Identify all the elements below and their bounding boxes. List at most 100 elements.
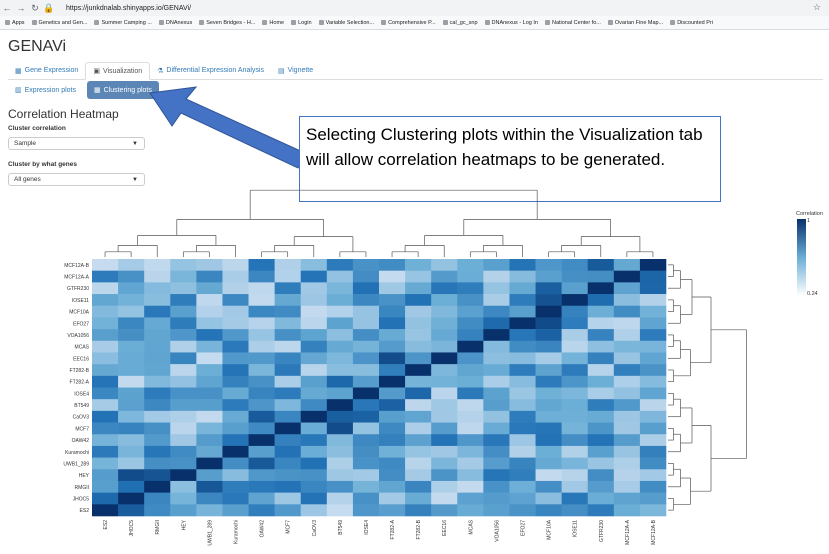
heatmap-cell <box>483 504 510 517</box>
heatmap-cell <box>144 399 171 412</box>
subtab-expression-plots[interactable]: ▥ Expression plots <box>8 81 83 99</box>
heatmap-cell <box>92 270 119 283</box>
bookmark-item[interactable]: Seven Bridges - H... <box>199 20 255 26</box>
cluster-correlation-select[interactable]: Sample ▼ <box>8 137 145 150</box>
heatmap-cell <box>196 410 223 423</box>
heatmap-cell <box>587 399 615 412</box>
bookmark-item[interactable]: cal_gc_snp <box>442 19 478 26</box>
heatmap-row-label: EEC16 <box>73 356 89 362</box>
heatmap-cell <box>92 492 119 505</box>
tab-visualization[interactable]: ▣ Visualization <box>85 62 151 80</box>
heatmap-cell <box>405 434 432 447</box>
legend-title: Correlation <box>796 211 823 217</box>
bookmark-label: Comprehensive P... <box>388 19 436 26</box>
subtab-clustering-plots[interactable]: ▦ Clustering plots <box>86 81 159 99</box>
heatmap-cell <box>639 282 667 295</box>
heatmap-cell <box>352 294 380 307</box>
heatmap-cell <box>431 399 458 412</box>
bookmark-star-icon[interactable]: ☆ <box>812 2 821 12</box>
heatmap-cell <box>300 399 328 412</box>
heatmap-row-label: MCF10A <box>69 310 89 316</box>
bookmark-item[interactable]: Variable Selection... <box>318 20 374 26</box>
heatmap-cell <box>639 364 667 377</box>
heatmap-column-label: IOSE4 <box>364 520 370 535</box>
bookmark-item[interactable]: Login <box>291 20 312 26</box>
heatmap-cell <box>326 492 354 505</box>
reload-icon[interactable]: ↻ <box>31 2 39 13</box>
heatmap-cell <box>196 504 223 517</box>
bookmark-item[interactable]: DNAnexus - Log In <box>484 19 538 26</box>
bookmark-item[interactable]: Ovarian Fine Map... <box>607 20 663 26</box>
bookmark-favicon-icon <box>291 20 297 25</box>
heatmap-cell <box>170 329 197 342</box>
tab-vignette[interactable]: ▤ Vignette <box>271 62 320 79</box>
heatmap-cell <box>405 259 432 271</box>
bookmark-item[interactable]: Summer Camping ... <box>94 20 152 26</box>
bookmark-item[interactable]: National Center fo... <box>544 20 601 26</box>
heatmap-cell <box>613 270 641 283</box>
heatmap-cell <box>274 364 302 377</box>
bookmark-item[interactable]: Apps <box>5 20 25 26</box>
cluster-genes-select[interactable]: All genes ▼ <box>8 173 145 186</box>
heatmap-cell <box>352 352 380 365</box>
heatmap-cell <box>118 492 145 505</box>
heatmap-cell <box>639 270 667 283</box>
tab-differential-expression[interactable]: ⚗ Differential Expression Analysis <box>150 62 271 79</box>
heatmap-cell <box>222 282 249 295</box>
bookmark-label: DNAnexus - Log In <box>491 19 538 26</box>
url-text[interactable]: https://junkdnalab.shinyapps.io/GENAVi/ <box>66 4 192 12</box>
heatmap-row-label: UWB1_289 <box>63 461 89 467</box>
heatmap-cell <box>248 492 275 505</box>
heatmap-cell <box>535 282 562 295</box>
heatmap-cell <box>196 387 223 400</box>
forward-icon[interactable]: → <box>16 3 26 13</box>
heatmap-cell <box>457 399 484 412</box>
heatmap-cell <box>587 457 615 470</box>
heatmap-cell <box>509 410 536 423</box>
heatmap-cell <box>509 340 536 353</box>
heatmap-cell <box>274 282 302 295</box>
heatmap-cell <box>431 492 458 505</box>
heatmap-cell <box>613 399 641 412</box>
heatmap-cell <box>300 294 328 307</box>
heatmap-cell <box>196 282 223 295</box>
heatmap-cell <box>457 492 484 505</box>
heatmap-cell <box>92 399 119 412</box>
bookmark-item[interactable]: Comprehensive P... <box>381 20 436 26</box>
back-icon[interactable]: ← <box>2 3 12 13</box>
heatmap-cell <box>509 434 536 447</box>
heatmap-cell <box>170 399 197 412</box>
heatmap-cell <box>431 317 458 330</box>
heatmap-cell <box>170 364 197 377</box>
heatmap-cell <box>483 469 510 482</box>
heatmap-column-label: IOSE11 <box>573 520 579 537</box>
heatmap-cell <box>274 422 302 435</box>
heatmap-cell <box>92 294 119 307</box>
heatmap-cell <box>613 352 641 365</box>
bookmark-label: cal_gc_snp <box>449 19 478 26</box>
heatmap-cell <box>170 375 197 388</box>
heatmap-cell <box>379 270 406 283</box>
heatmap-cell <box>613 282 641 295</box>
heatmap-cell <box>118 340 145 353</box>
heatmap-cell <box>587 259 615 271</box>
heatmap-cell <box>300 480 328 493</box>
bookmark-label: Discounted Pri <box>677 19 713 26</box>
bookmark-item[interactable]: Discounted Pri <box>670 20 713 26</box>
bookmark-item[interactable]: DNAnexus <box>158 20 192 26</box>
bookmark-item[interactable]: Genetics and Gen... <box>31 20 87 26</box>
heatmap-cell <box>170 410 197 423</box>
heatmap-cell <box>483 387 510 400</box>
heatmap-cell <box>561 282 589 295</box>
heatmap-cell <box>248 434 275 447</box>
heatmap-cell <box>379 480 406 493</box>
heatmap-cell <box>222 469 249 482</box>
bookmark-item[interactable]: Home <box>262 20 284 26</box>
heatmap-cell <box>613 375 641 388</box>
heatmap-cell <box>144 329 171 342</box>
heatmap-cell <box>326 270 354 283</box>
tab-gene-expression[interactable]: ▦ Gene Expression <box>8 62 85 79</box>
heatmap-cell <box>535 492 562 505</box>
heatmap-cell <box>326 457 354 470</box>
main-tabs: ▦ Gene Expression ▣ Visualization ⚗ Diff… <box>8 62 823 80</box>
